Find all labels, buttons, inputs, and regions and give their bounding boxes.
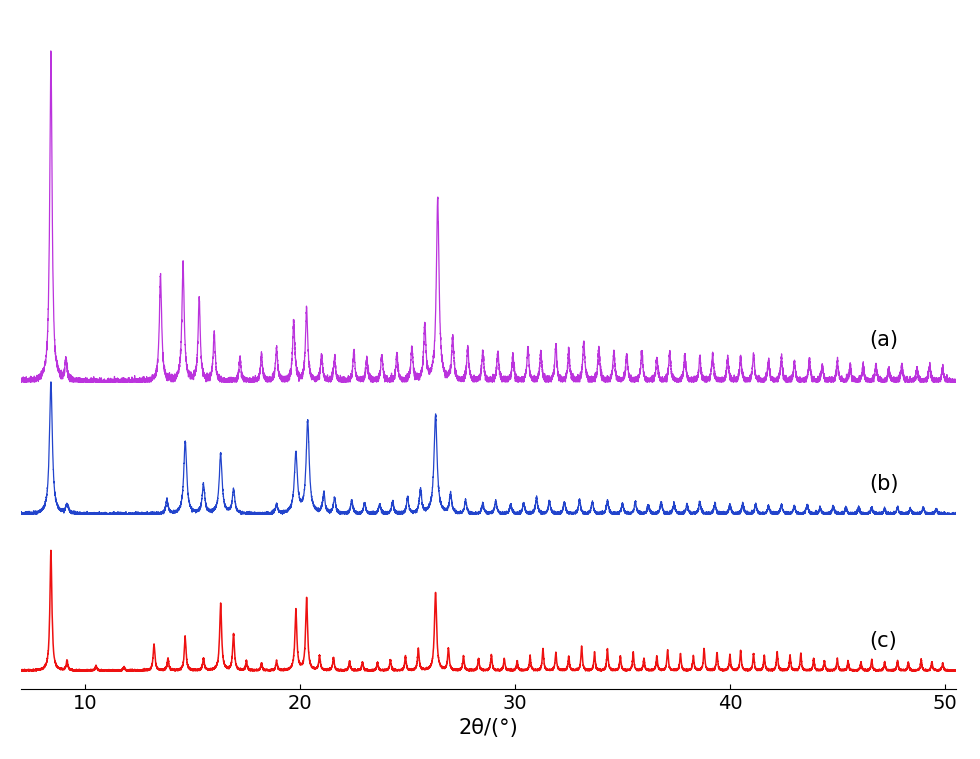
Text: (b): (b)	[869, 474, 899, 494]
X-axis label: 2θ/(°): 2θ/(°)	[459, 718, 518, 739]
Text: (c): (c)	[869, 631, 898, 650]
Text: (a): (a)	[869, 329, 899, 350]
